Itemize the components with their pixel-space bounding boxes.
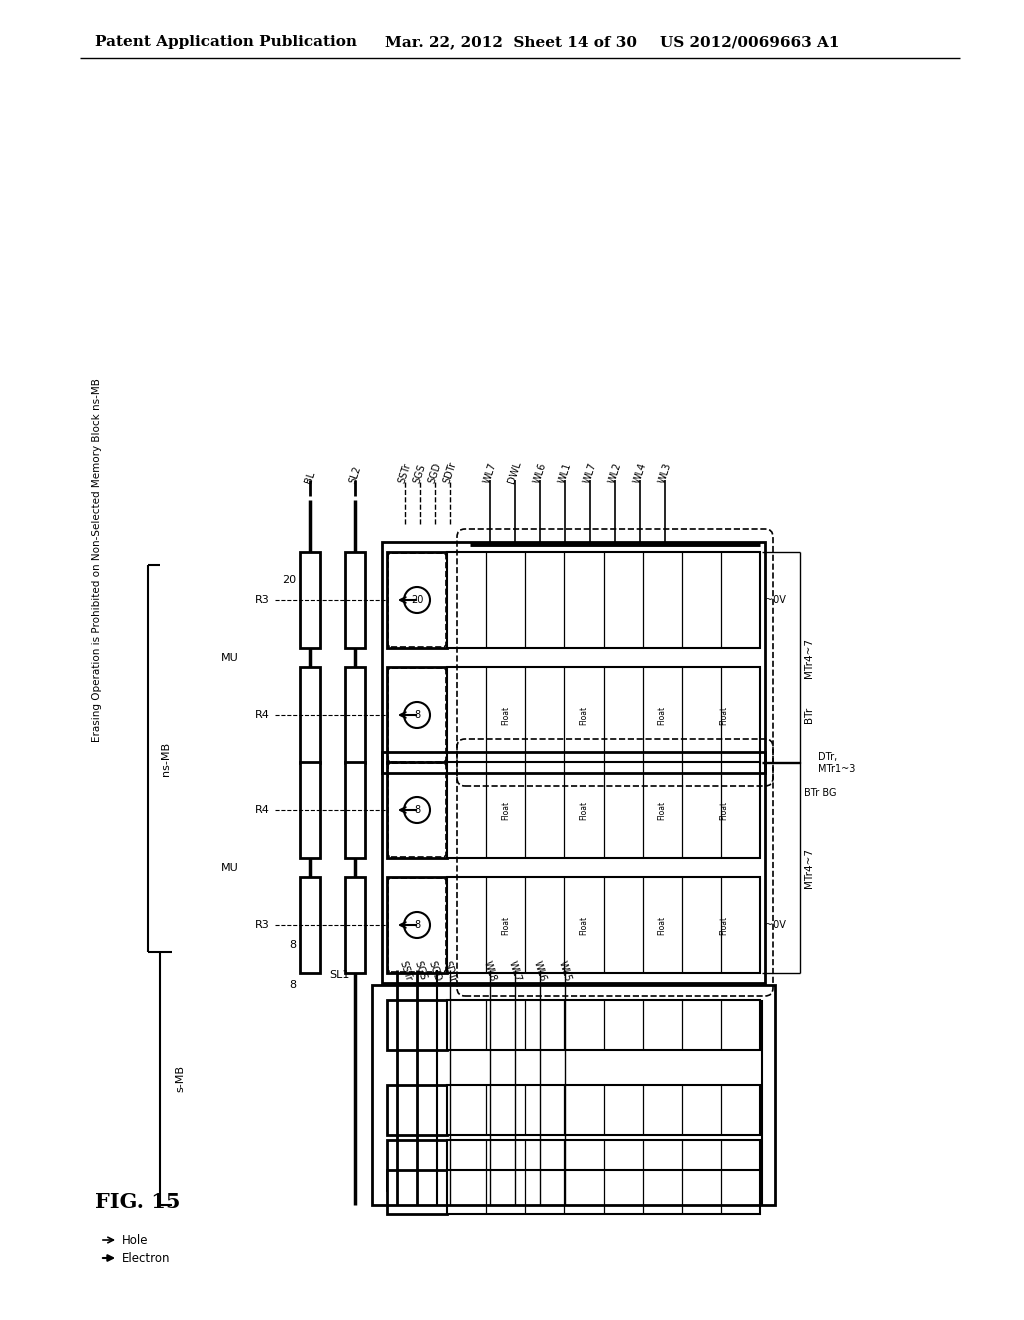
Text: WL8: WL8: [482, 960, 498, 983]
Bar: [345, 552, 365, 648]
Bar: [382, 543, 765, 774]
Text: SL2: SL2: [347, 465, 362, 484]
Text: 20: 20: [282, 576, 296, 585]
Bar: [300, 667, 319, 763]
Bar: [387, 1085, 447, 1135]
Text: DWL: DWL: [507, 461, 523, 484]
Bar: [372, 985, 775, 1205]
Bar: [447, 552, 760, 648]
Text: BTr: BTr: [804, 708, 814, 723]
Text: R4: R4: [255, 805, 269, 814]
Bar: [387, 552, 447, 648]
Text: 8: 8: [289, 940, 296, 950]
Text: WL7: WL7: [482, 462, 498, 484]
Text: 8: 8: [414, 710, 420, 719]
Text: Float: Float: [580, 916, 589, 935]
Text: SGS: SGS: [413, 463, 428, 484]
Bar: [447, 1085, 760, 1135]
Bar: [345, 876, 365, 973]
Text: Float: Float: [657, 705, 667, 725]
Text: WL6: WL6: [531, 960, 548, 983]
Bar: [387, 762, 447, 858]
Bar: [345, 762, 365, 858]
Text: WL3: WL3: [657, 462, 673, 484]
Text: SDTr: SDTr: [441, 960, 458, 985]
Text: Patent Application Publication: Patent Application Publication: [95, 36, 357, 49]
Text: R4: R4: [255, 710, 269, 719]
Text: 20: 20: [411, 595, 423, 605]
Text: Float: Float: [657, 800, 667, 820]
Bar: [387, 1170, 447, 1214]
Text: Erasing Operation is Prohibited on Non-Selected Memory Block ns-MB: Erasing Operation is Prohibited on Non-S…: [92, 378, 102, 742]
Text: Float: Float: [501, 705, 510, 725]
Text: Electron: Electron: [122, 1251, 171, 1265]
Bar: [300, 552, 319, 648]
Text: Float: Float: [719, 800, 728, 820]
Text: Float: Float: [501, 916, 510, 935]
Bar: [387, 876, 447, 973]
Bar: [382, 752, 765, 983]
Text: BL: BL: [303, 470, 316, 484]
Bar: [447, 876, 760, 973]
Text: SGD: SGD: [427, 960, 443, 983]
Text: WL7: WL7: [582, 462, 598, 484]
Text: Float: Float: [719, 705, 728, 725]
Bar: [447, 1170, 760, 1214]
Text: R3: R3: [255, 595, 269, 605]
Text: SL1: SL1: [330, 970, 350, 979]
Bar: [447, 762, 760, 858]
Text: SGD: SGD: [427, 462, 443, 484]
Text: R3: R3: [255, 920, 269, 931]
Text: MTr4~7: MTr4~7: [804, 638, 814, 678]
Text: WL4: WL4: [632, 462, 648, 484]
Text: SGS: SGS: [413, 960, 428, 982]
Text: ~0V: ~0V: [765, 595, 785, 605]
Text: 8: 8: [289, 979, 296, 990]
Bar: [387, 667, 447, 763]
Text: DTr,
MTr1~3: DTr, MTr1~3: [818, 752, 855, 774]
Text: WL7: WL7: [507, 960, 523, 983]
Text: Hole: Hole: [122, 1233, 148, 1246]
Text: SSTr: SSTr: [397, 960, 413, 983]
Bar: [300, 876, 319, 973]
Text: SDTr: SDTr: [441, 461, 458, 484]
Text: 8: 8: [414, 805, 420, 814]
Text: Float: Float: [657, 916, 667, 935]
Text: Mar. 22, 2012  Sheet 14 of 30: Mar. 22, 2012 Sheet 14 of 30: [385, 36, 637, 49]
Bar: [300, 762, 319, 858]
Text: BTr BG: BTr BG: [804, 788, 837, 799]
Text: Float: Float: [580, 800, 589, 820]
Text: FIG. 15: FIG. 15: [95, 1192, 180, 1212]
Bar: [447, 1140, 760, 1191]
Bar: [447, 667, 760, 763]
Text: MU: MU: [221, 653, 239, 663]
Text: MTr4~7: MTr4~7: [804, 847, 814, 888]
Bar: [387, 1001, 447, 1049]
Text: SSTr: SSTr: [397, 462, 413, 484]
Text: WL1: WL1: [557, 462, 573, 484]
Text: Float: Float: [501, 800, 510, 820]
Text: ~0V: ~0V: [765, 920, 785, 931]
Text: MU: MU: [221, 863, 239, 873]
Bar: [447, 1001, 760, 1049]
Text: Float: Float: [719, 916, 728, 935]
Text: Float: Float: [580, 705, 589, 725]
Text: US 2012/0069663 A1: US 2012/0069663 A1: [660, 36, 840, 49]
Text: WL2: WL2: [607, 462, 623, 484]
Bar: [345, 667, 365, 763]
Text: s-MB: s-MB: [175, 1065, 185, 1093]
Text: 8: 8: [414, 920, 420, 931]
Text: ns-MB: ns-MB: [161, 742, 171, 776]
Text: WL6: WL6: [531, 462, 548, 484]
Text: WL5: WL5: [557, 960, 573, 983]
Bar: [387, 1140, 447, 1191]
